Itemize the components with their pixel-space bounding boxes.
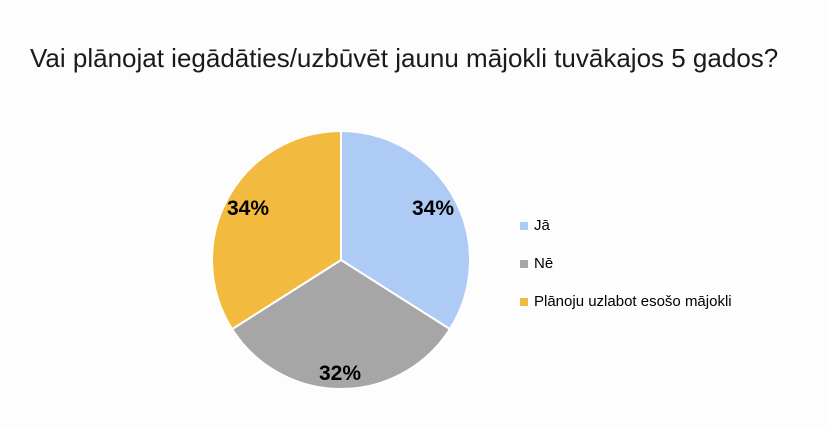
svg-text:32%: 32% <box>319 362 361 385</box>
svg-text:34%: 34% <box>412 197 454 220</box>
svg-text:34%: 34% <box>227 197 269 220</box>
